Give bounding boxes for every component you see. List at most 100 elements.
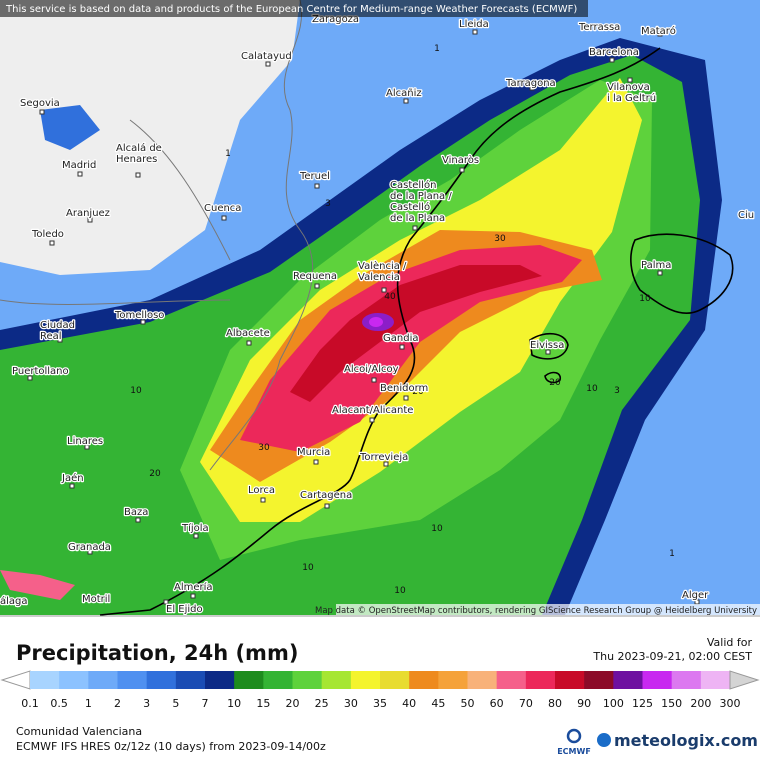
legend-swatch [30, 671, 60, 689]
city-label: Linares [67, 436, 103, 447]
city-label: álaga [0, 595, 28, 607]
contour-label: 10 [130, 386, 142, 396]
city-label: Castellón [390, 179, 436, 191]
legend-tick-label: 0.5 [50, 697, 68, 710]
legend-swatch [700, 671, 731, 689]
city-label: Lorca [248, 485, 275, 496]
city-dot [403, 395, 409, 401]
city-label: Teruel [299, 171, 330, 182]
city-label: El Ejido [166, 604, 203, 615]
city-label: Gandia [383, 333, 418, 344]
legend-swatch [409, 671, 439, 689]
valid-time: Thu 2023-09-21, 02:00 CEST [592, 650, 752, 663]
city-label: Puertollano [12, 366, 69, 377]
city-dot [94, 595, 100, 601]
city-label: Ciu [738, 210, 754, 221]
contour-label: 3 [325, 199, 331, 209]
city-dot [399, 344, 405, 350]
city-label: Alcoi/Alcoy [344, 364, 399, 375]
city-label: Motril [82, 594, 110, 605]
contour-label: 20 [549, 378, 561, 388]
legend-swatch [88, 671, 118, 689]
contour-label: 10 [639, 294, 651, 304]
city-dot [627, 77, 633, 83]
city-dot [27, 375, 33, 381]
city-dot [190, 593, 196, 599]
legend-swatch [380, 671, 410, 689]
legend-swatch [555, 671, 585, 689]
legend-tick-label: 5 [172, 697, 179, 710]
legend-arrow-low [0, 670, 31, 690]
legend-tick-label: 125 [632, 697, 653, 710]
city-label: i la Geltrú [607, 92, 656, 104]
contour-label: 10 [586, 384, 598, 394]
city-label: Real [40, 331, 62, 342]
city-dot [383, 461, 389, 467]
contour-label: 3 [614, 386, 620, 396]
city-dot [403, 98, 409, 104]
legend-swatch [496, 671, 527, 689]
city-dot [135, 517, 141, 523]
legend-tick-label: 2 [114, 697, 121, 710]
city-dot [472, 29, 478, 35]
legend-tick-label: 50 [461, 697, 475, 710]
city-label: Lleida [459, 19, 489, 30]
legend-tick-label: 45 [431, 697, 445, 710]
city-label: Ciudad [40, 320, 75, 331]
city-label: Toledo [31, 229, 64, 240]
legend-tick-label: 35 [373, 697, 387, 710]
brand: meteologix.com [614, 731, 758, 750]
city-label: Torrevieja [359, 452, 408, 463]
field [369, 317, 383, 327]
legend-swatch [175, 671, 206, 689]
contour-label: 20 [149, 469, 161, 479]
city-dot [140, 319, 146, 325]
city-label: Eivissa [530, 340, 564, 351]
contour-label: 30 [494, 234, 506, 244]
city-label: Alacant/Alicante [332, 405, 413, 416]
city-label: València / [358, 260, 407, 272]
legend-swatch [350, 671, 381, 689]
city-label: Valencia [358, 272, 400, 283]
legend-tick-label: 150 [661, 697, 682, 710]
city-dot [412, 225, 418, 231]
island [529, 332, 569, 384]
city-dot [265, 61, 271, 67]
title: Precipitation, 24h (mm) [16, 641, 298, 665]
city-dot [163, 599, 169, 605]
contour-label: 10 [302, 563, 314, 573]
legend-swatch [117, 671, 148, 689]
legend-tick-label: 15 [256, 697, 270, 710]
city-label: Henares [116, 154, 157, 165]
legend-swatch [59, 671, 89, 689]
city-label: Madrid [62, 160, 96, 171]
field [0, 570, 75, 600]
city-label: Calatayud [241, 51, 292, 62]
city-label: Vinaròs [442, 154, 479, 166]
city-label: Benidorm [380, 383, 428, 394]
city-label: Cartagena [300, 490, 352, 501]
legend-tick-label: 60 [490, 697, 504, 710]
notice: This service is based on data and produc… [5, 4, 577, 15]
legend-swatch [613, 671, 643, 689]
city-dot [371, 377, 377, 383]
city-dot [69, 483, 75, 489]
legend-tick-label: 80 [548, 697, 562, 710]
legend-tick-label: 300 [720, 697, 741, 710]
legend-arrow-high [729, 670, 760, 690]
valid-label: Valid for [707, 636, 753, 649]
city-label: Barcelona [589, 47, 639, 58]
legend-swatch [321, 671, 352, 689]
city-label: Cuenca [204, 203, 241, 214]
contour-label: 20 [412, 387, 424, 397]
legend-swatch [525, 671, 556, 689]
city-label: Aranjuez [66, 208, 110, 219]
city-dot [135, 172, 141, 178]
city-label: Tomelloso [114, 310, 164, 321]
legend-swatch [263, 671, 293, 689]
city-label: Alger [682, 590, 709, 601]
city-label: Terrassa [578, 22, 620, 33]
city-dot [84, 444, 90, 450]
city-dot [324, 503, 330, 509]
